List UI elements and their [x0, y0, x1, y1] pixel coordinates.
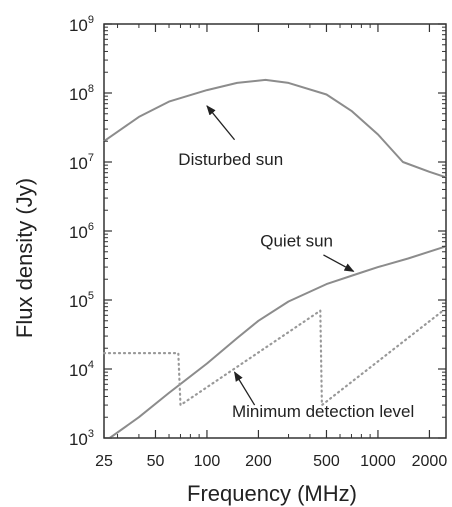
disturbed-sun-line [103, 78, 447, 179]
y-axis-label: Flux density (Jy) [12, 178, 37, 338]
x-axis-label: Frequency (MHz) [187, 481, 357, 506]
y-tick-label: 108 [69, 83, 94, 104]
x-tick-label: 25 [95, 453, 113, 470]
quiet-sun-line [109, 245, 447, 439]
x-tick-label: 50 [147, 453, 165, 470]
y-tick-label: 107 [69, 152, 94, 173]
minimum-detection-line [102, 309, 445, 407]
disturbed-label: Disturbed sun [178, 150, 283, 169]
y-tick-label: 104 [69, 359, 94, 380]
y-tick-label: 103 [69, 428, 94, 449]
y-tick-label: 106 [69, 221, 94, 242]
series-layer [102, 78, 447, 439]
quiet-arrow [323, 254, 355, 272]
x-tick-label: 100 [194, 453, 221, 470]
y-tick-label: 105 [69, 290, 94, 311]
y-tick-label: 109 [69, 14, 94, 35]
tick-layer: 103 104 105 106 107 108 109 25 50 100 200 500 1000 20… [69, 14, 447, 470]
x-tick-label: 1000 [360, 453, 396, 470]
annotation-layer: Disturbed sun Quiet sun Minimum detection … [178, 105, 414, 421]
x-tick-label: 200 [245, 453, 272, 470]
x-tick-label: 2000 [412, 453, 448, 470]
disturbed-arrow [206, 105, 236, 141]
detection-label: Minimum detection level [232, 402, 414, 421]
detection-arrow [233, 371, 256, 406]
quiet-label: Quiet sun [260, 231, 333, 250]
x-tick-label: 500 [313, 453, 340, 470]
